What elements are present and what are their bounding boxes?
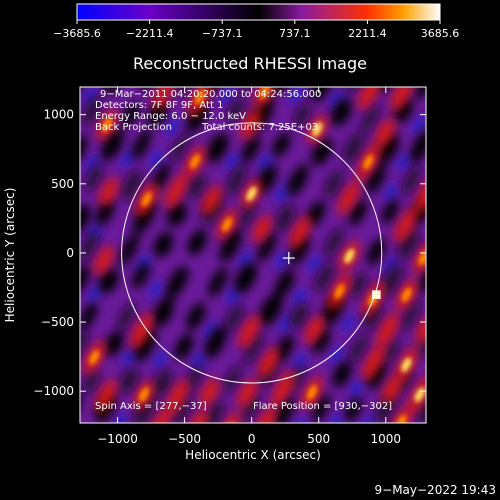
colorbar-ticks: −3685.6 −2211.4 −737.1 737.1 2211.4 3685.6: [53, 20, 459, 40]
colorbar-tick-label: −2211.4: [126, 27, 174, 40]
plot-frame: [79, 86, 427, 424]
y-tick-label: 0: [66, 246, 74, 260]
chart-title: Reconstructed RHESSI Image: [133, 54, 367, 73]
x-tick-label: −500: [168, 432, 201, 446]
x-tick-label: −1000: [97, 432, 138, 446]
annotation-total-counts: Total counts: 7.25E+03: [201, 122, 318, 133]
annotation-detectors: Detectors: 7F 8F 9F, Att 1: [95, 100, 223, 111]
y-tick-label: −1000: [33, 384, 74, 398]
colorbar-tick-label: −737.1: [202, 27, 243, 40]
x-axis-label: Heliocentric X (arcsec): [185, 448, 321, 462]
x-tick-label: 0: [248, 432, 256, 446]
colorbar: [76, 3, 441, 21]
x-tick-label: 1000: [370, 432, 401, 446]
x-tick-label: 500: [307, 432, 330, 446]
x-axis-ticks: −1000 −500 0 500 1000: [97, 87, 401, 446]
annotation-spin-axis: Spin Axis = [277,−37]: [95, 401, 207, 412]
annotation-flare-position: Flare Position = [930,−302]: [253, 401, 392, 412]
annotation-energy-range: Energy Range: 6.0 − 12.0 keV: [95, 111, 246, 122]
colorbar-tick-label: 737.1: [279, 27, 311, 40]
y-tick-label: −500: [41, 315, 74, 329]
y-tick-label: 500: [51, 177, 74, 191]
solar-disk-outline: [121, 122, 383, 384]
colorbar-tick-label: 2211.4: [348, 27, 387, 40]
annotation-method: Back Projection: [95, 122, 172, 133]
colorbar-tick-label: −3685.6: [53, 27, 101, 40]
y-axis-ticks: −1000 −500 0 500 1000: [33, 108, 426, 398]
spin-axis-marker: [282, 252, 295, 265]
footer-timestamp: 9−May−2022 19:43: [375, 483, 497, 497]
y-axis-label: Heliocentric Y (arcsec): [3, 188, 17, 323]
colorbar-tick-label: 3685.6: [421, 27, 460, 40]
heatmap-image: [80, 87, 426, 423]
annotation-time-range: 9−Mar−2011 04:20:20.000 to 04:24:56.000: [100, 89, 321, 100]
y-tick-label: 1000: [43, 108, 74, 122]
flare-position-marker: [372, 290, 381, 299]
